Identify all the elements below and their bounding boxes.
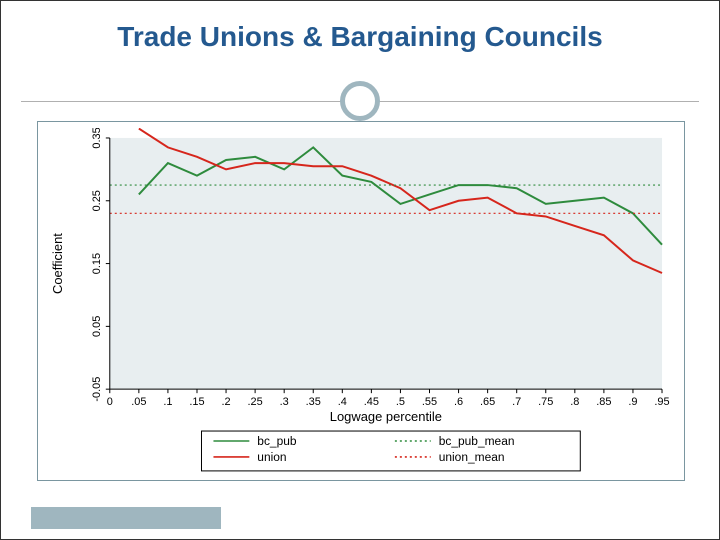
svg-text:.45: .45 bbox=[364, 396, 379, 408]
svg-text:.65: .65 bbox=[480, 396, 495, 408]
svg-text:.75: .75 bbox=[538, 396, 553, 408]
ring-decoration bbox=[340, 81, 380, 121]
svg-text:.4: .4 bbox=[338, 396, 347, 408]
ytick-labels: -0.05 0.05 0.15 0.25 0.35 bbox=[91, 128, 103, 402]
page-title: Trade Unions & Bargaining Councils bbox=[41, 21, 679, 53]
svg-text:0.35: 0.35 bbox=[91, 128, 103, 149]
legend-label-union: union bbox=[257, 450, 286, 464]
svg-text:.5: .5 bbox=[396, 396, 405, 408]
y-axis-label: Coefficient bbox=[50, 233, 65, 294]
legend: bc_pub bc_pub_meanunion union_mean bbox=[201, 431, 580, 471]
plot-background bbox=[110, 138, 662, 389]
chart-svg: 0.05.1.15.2.25.3.35.4.45.5.55.6.65.7.75.… bbox=[44, 128, 678, 475]
legend-label-bc_pub_mean: bc_pub_mean bbox=[439, 434, 515, 448]
slide-frame: Trade Unions & Bargaining Councils 0.05.… bbox=[0, 0, 720, 540]
svg-text:.1: .1 bbox=[163, 396, 172, 408]
svg-text:.7: .7 bbox=[512, 396, 521, 408]
svg-text:.2: .2 bbox=[221, 396, 230, 408]
footer-accent-bar bbox=[31, 507, 221, 529]
xtick-labels: 0 .05 .1 .15 .2 .25 .3 .35 .4 .45 .5 .55 .6 .65 .7 .75.… bbox=[107, 396, 670, 408]
svg-text:.9: .9 bbox=[628, 396, 637, 408]
chart-container: 0.05.1.15.2.25.3.35.4.45.5.55.6.65.7.75.… bbox=[37, 121, 685, 481]
svg-text:0.25: 0.25 bbox=[91, 190, 103, 211]
svg-text:.15: .15 bbox=[189, 396, 204, 408]
svg-text:.35: .35 bbox=[306, 396, 321, 408]
svg-text:0.15: 0.15 bbox=[91, 253, 103, 274]
svg-text:.95: .95 bbox=[654, 396, 669, 408]
svg-text:.55: .55 bbox=[422, 396, 437, 408]
x-axis-label: Logwage percentile bbox=[330, 409, 442, 424]
legend-label-bc_pub: bc_pub bbox=[257, 434, 297, 448]
svg-text:-0.05: -0.05 bbox=[91, 377, 103, 402]
svg-text:.25: .25 bbox=[247, 396, 262, 408]
svg-text:.05: .05 bbox=[131, 396, 146, 408]
svg-text:0.05: 0.05 bbox=[91, 316, 103, 337]
svg-text:.8: .8 bbox=[570, 396, 579, 408]
svg-text:.85: .85 bbox=[596, 396, 611, 408]
legend-label-union_mean: union_mean bbox=[439, 450, 505, 464]
svg-text:0: 0 bbox=[107, 396, 113, 408]
svg-text:.3: .3 bbox=[280, 396, 289, 408]
svg-text:.6: .6 bbox=[454, 396, 463, 408]
